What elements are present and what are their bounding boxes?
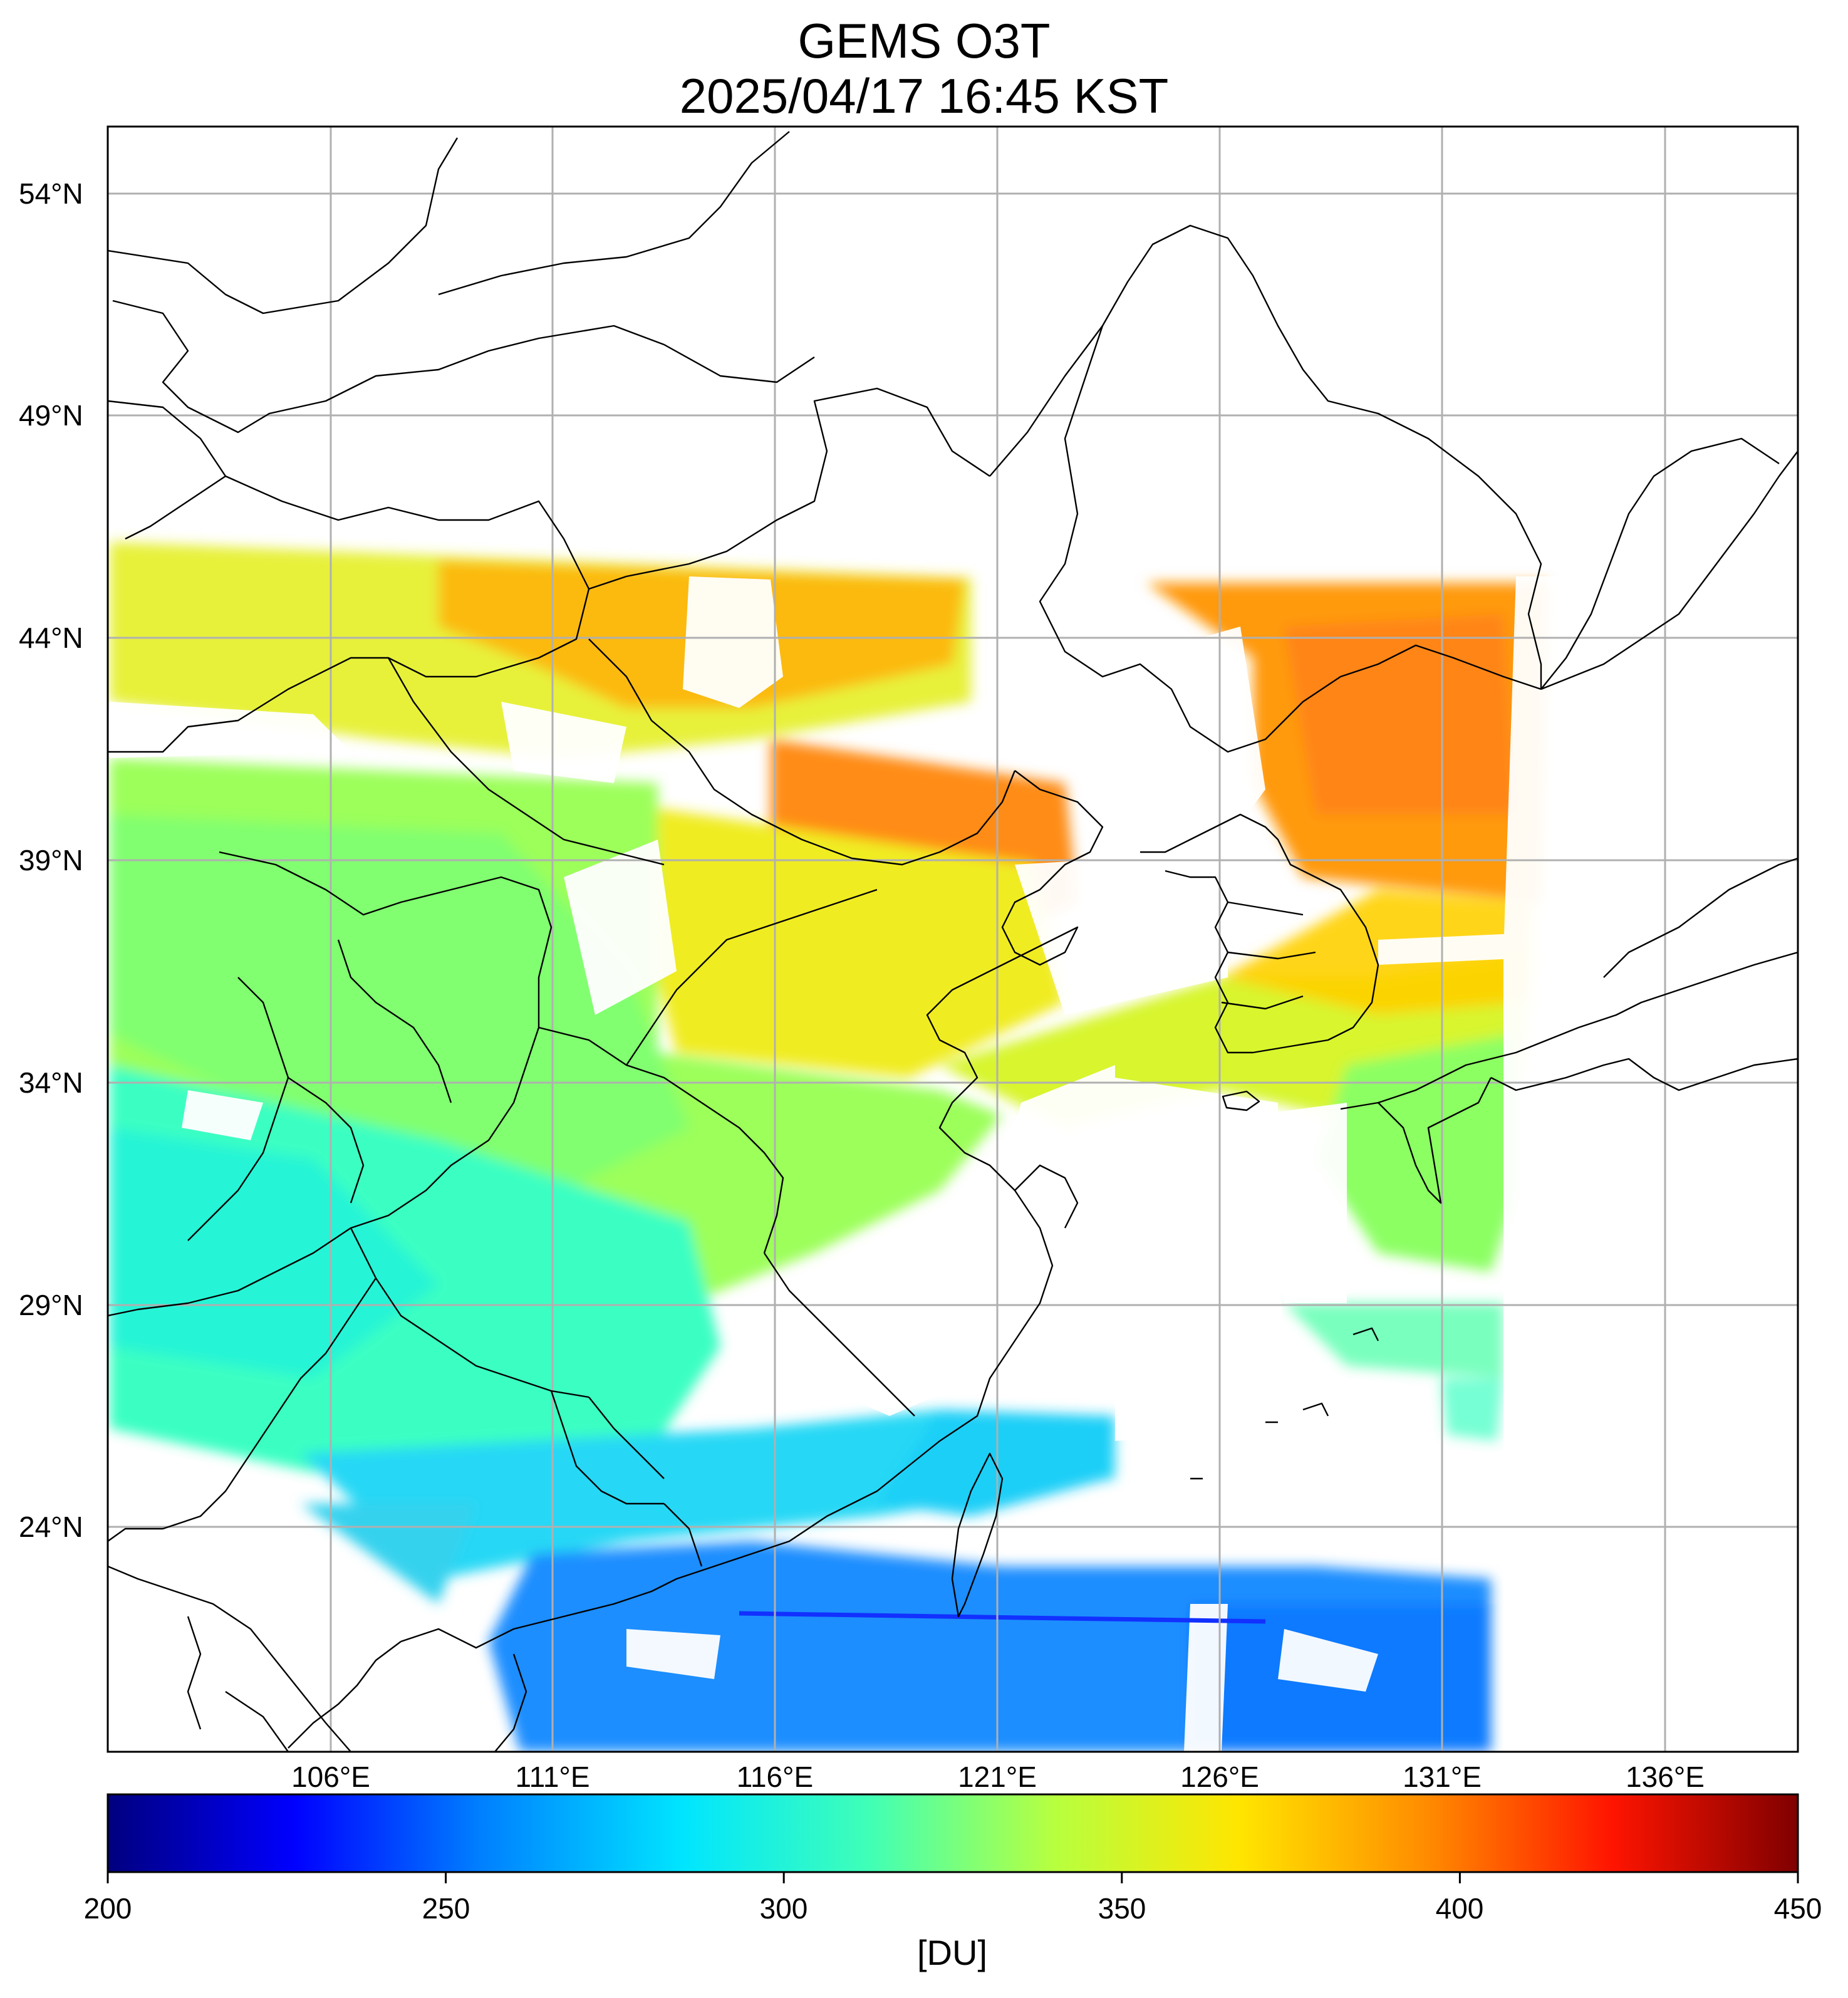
colorbar-tick-400: 400 [1435,1892,1484,1925]
colorbar-ticks [106,1872,1799,1883]
map-title-line2: 2025/04/17 16:45 KST [679,68,1169,123]
lat-label-34: 34°N [19,1066,83,1099]
colorbar-units: [DU] [917,1933,987,1972]
lon-label-121: 121°E [958,1761,1037,1793]
colorbar-tick-300: 300 [759,1892,808,1925]
lon-label-106: 106°E [291,1761,370,1793]
map-grid [108,127,1798,1752]
colorbar-frame [106,1793,1799,1873]
ozone-field [110,542,1798,1752]
map-frame [106,125,1799,1753]
lat-label-29: 29°N [19,1289,83,1321]
colorbar-tick-350: 350 [1098,1892,1146,1925]
lat-label-24: 24°N [19,1511,83,1543]
lat-label-44: 44°N [19,622,83,654]
lon-label-126: 126°E [1180,1761,1259,1793]
lat-label-54: 54°N [19,177,83,210]
colorbar [108,1794,1798,1872]
lon-label-131: 131°E [1403,1761,1482,1793]
map-title-line1: GEMS O3T [797,13,1051,68]
colorbar-tick-450: 450 [1773,1892,1822,1925]
colorbar-tick-250: 250 [422,1892,470,1925]
lon-label-111: 111°E [515,1761,590,1793]
lat-label-49: 49°N [19,399,83,432]
lon-label-136: 136°E [1626,1761,1705,1793]
lat-label-39: 39°N [19,844,83,877]
colorbar-tick-200: 200 [83,1892,132,1925]
lon-label-116: 116°E [736,1761,814,1793]
coastlines-borders [108,131,1798,1752]
